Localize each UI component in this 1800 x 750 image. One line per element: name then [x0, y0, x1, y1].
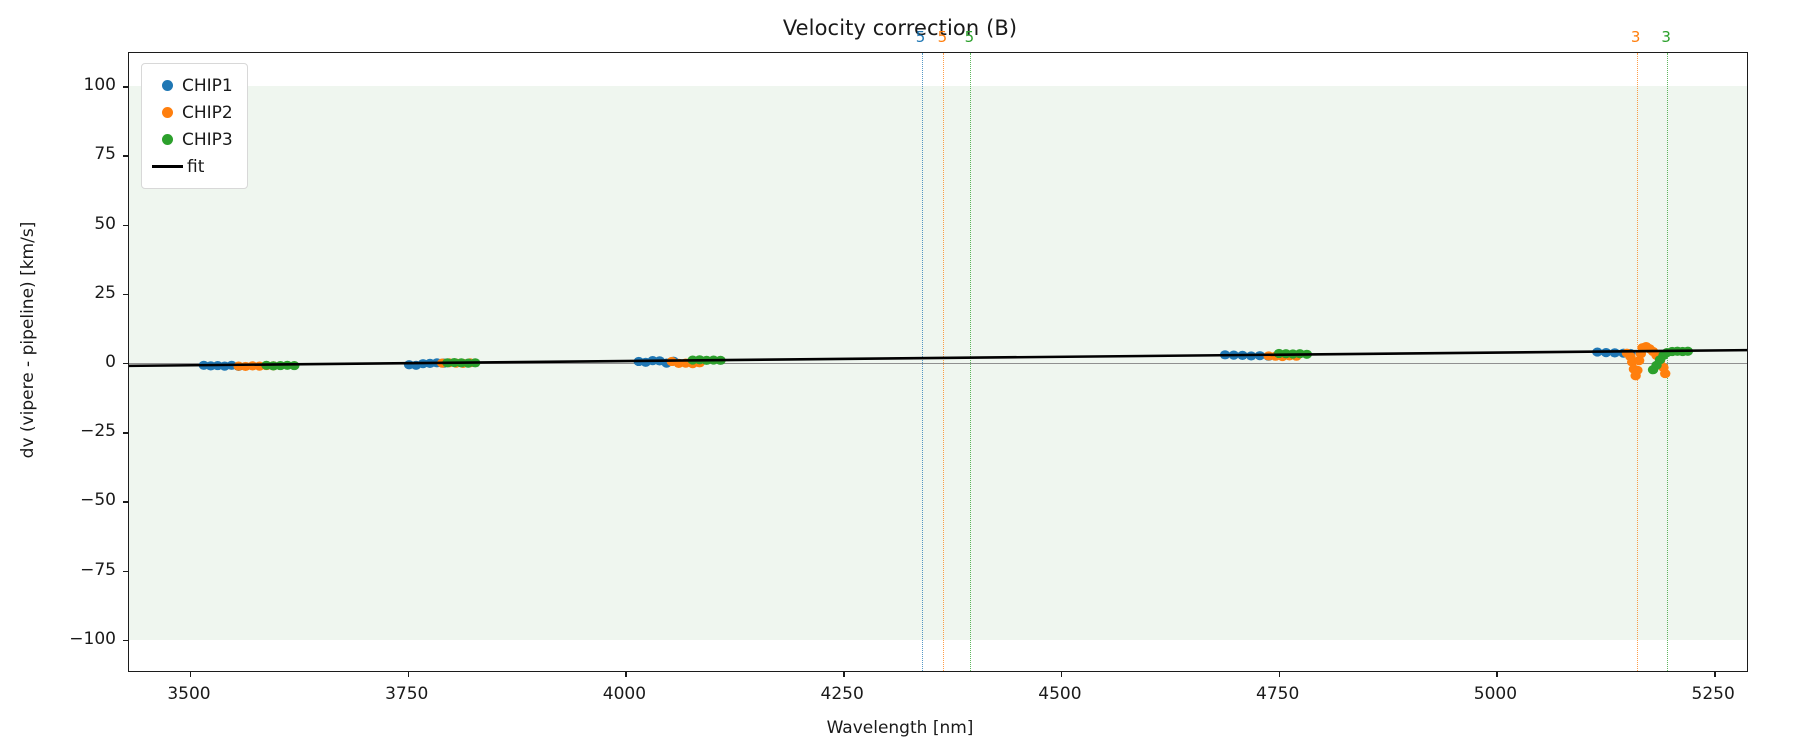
- y-tick-label: −100: [69, 628, 116, 649]
- x-axis-title: Wavelength [nm]: [826, 718, 974, 738]
- plot-clip: [129, 53, 1747, 671]
- x-tick-label: 5250: [1691, 684, 1735, 704]
- x-tick-mark: [1060, 671, 1063, 677]
- plot-area: CHIP1 CHIP2 CHIP3 fit: [123, 52, 1748, 677]
- x-tick-mark: [843, 671, 845, 677]
- y-tick-mark: [123, 432, 129, 434]
- y-tick-label: 25: [94, 282, 116, 303]
- y-axis-title: dv (vipere - pipeline) [km/s]: [18, 221, 38, 459]
- y-tick-label: −50: [80, 490, 116, 511]
- marker-line: [921, 53, 923, 671]
- x-tick-label: 3500: [167, 684, 211, 704]
- data-point: [1632, 365, 1643, 375]
- marker-label: 5: [915, 28, 926, 46]
- y-tick-label: 0: [105, 352, 116, 372]
- legend-dot-icon: [162, 134, 173, 145]
- marker-label: 5: [937, 28, 948, 46]
- legend-label: fit: [187, 156, 205, 177]
- y-tick-label: −25: [80, 421, 116, 442]
- legend-item-chip3[interactable]: CHIP3: [152, 126, 233, 153]
- y-tick-label: −75: [80, 559, 116, 580]
- y-tick-mark: [123, 224, 129, 226]
- y-tick-mark: [123, 155, 129, 157]
- legend-item-chip2[interactable]: CHIP2: [152, 99, 233, 126]
- marker-label: 5: [964, 28, 975, 46]
- y-tick-mark: [123, 501, 129, 503]
- x-tick-mark: [1496, 671, 1498, 677]
- y-tick-mark: [123, 293, 129, 296]
- x-tick-label: 4250: [820, 684, 864, 704]
- marker-line: [943, 53, 945, 671]
- data-series-layer: [129, 341, 1747, 381]
- x-tick-label: 4000: [602, 684, 647, 704]
- marker-line: [1667, 53, 1669, 671]
- legend-label: CHIP2: [182, 102, 233, 123]
- y-tick-mark: [123, 363, 129, 365]
- y-tick-mark: [123, 570, 129, 572]
- marker-label: 3: [1630, 28, 1641, 46]
- legend-item-fit[interactable]: fit: [152, 153, 233, 180]
- x-tick-mark: [625, 671, 627, 677]
- y-tick-label: 50: [94, 213, 116, 234]
- x-tick-label: 5000: [1473, 684, 1518, 704]
- x-tick-label: 3750: [385, 684, 429, 704]
- legend-dot-icon: [162, 107, 173, 118]
- legend-line-icon: [152, 165, 183, 168]
- legend: CHIP1 CHIP2 CHIP3 fit: [141, 63, 248, 189]
- x-tick-label: 4500: [1038, 684, 1082, 704]
- y-tick-mark: [123, 86, 129, 88]
- x-tick-mark: [189, 671, 192, 677]
- zero-reference-line: [129, 363, 1747, 364]
- series-chip3: [261, 346, 1694, 375]
- marker-label: 3: [1661, 28, 1671, 46]
- fit-line: [129, 348, 1747, 368]
- marker-line: [970, 53, 972, 671]
- legend-label: CHIP3: [182, 129, 233, 150]
- y-tick-label: 75: [94, 144, 116, 165]
- legend-item-chip1[interactable]: CHIP1: [152, 72, 233, 99]
- y-tick-mark: [123, 639, 129, 642]
- legend-label: CHIP1: [182, 75, 233, 96]
- y-tick-label: 100: [83, 75, 116, 96]
- data-point: [1633, 356, 1645, 366]
- x-tick-mark: [1278, 671, 1281, 677]
- x-tick-mark: [407, 671, 410, 677]
- data-point: [1660, 369, 1671, 379]
- x-tick-label: 4750: [1256, 684, 1300, 704]
- x-tick-mark: [1714, 671, 1716, 677]
- page-title: Velocity correction (B): [782, 16, 1018, 40]
- legend-dot-icon: [162, 80, 173, 91]
